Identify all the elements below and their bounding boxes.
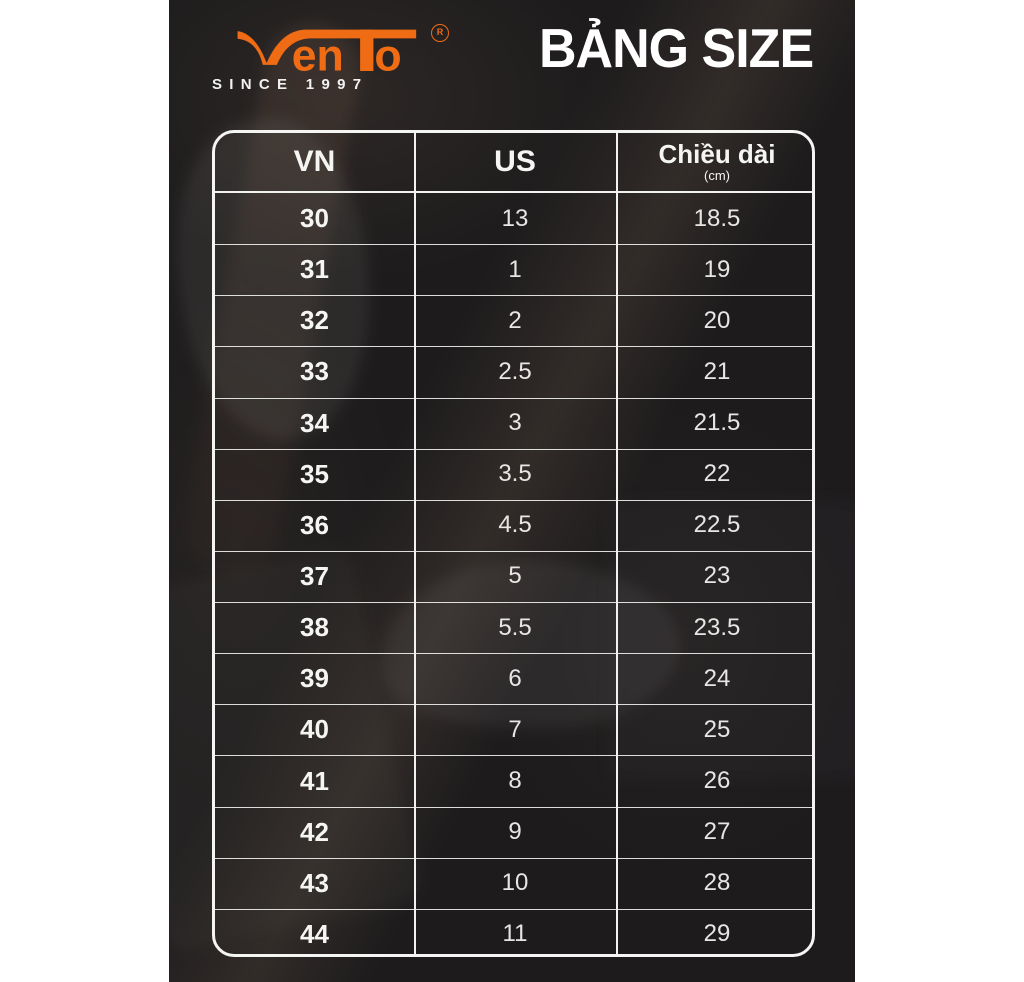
svg-text:o: o xyxy=(374,32,401,81)
svg-text:en: en xyxy=(292,32,344,81)
